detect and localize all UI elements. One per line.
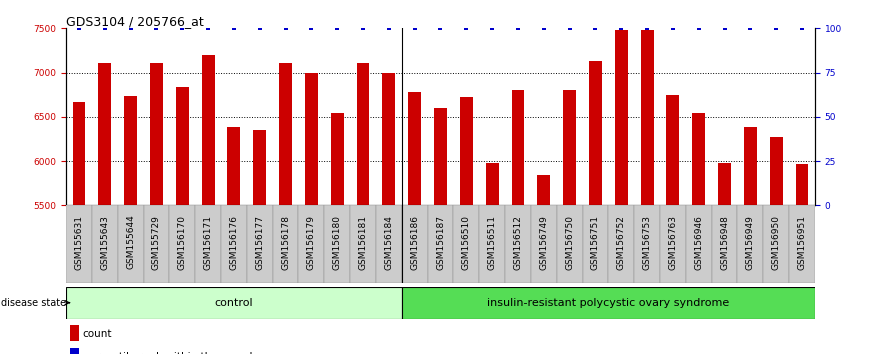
Bar <box>305 73 318 354</box>
Text: GSM156950: GSM156950 <box>772 215 781 270</box>
Bar <box>402 287 815 319</box>
Bar <box>382 73 396 354</box>
Bar <box>789 205 815 283</box>
Bar <box>770 137 782 354</box>
Bar <box>796 164 809 354</box>
Text: control: control <box>215 298 253 308</box>
Text: GSM156510: GSM156510 <box>462 215 470 270</box>
Bar <box>685 205 712 283</box>
Bar <box>692 113 705 354</box>
Bar <box>582 205 609 283</box>
Bar <box>169 205 196 283</box>
Bar <box>434 108 447 354</box>
Text: GSM156751: GSM156751 <box>591 215 600 270</box>
Bar <box>402 205 427 283</box>
Bar <box>299 205 324 283</box>
Text: GSM156171: GSM156171 <box>204 215 212 270</box>
Bar <box>505 205 531 283</box>
Text: GSM156181: GSM156181 <box>359 215 367 270</box>
Text: GSM156512: GSM156512 <box>514 215 522 269</box>
Text: GSM156749: GSM156749 <box>539 215 548 269</box>
Bar <box>70 348 78 354</box>
Text: GSM156170: GSM156170 <box>178 215 187 270</box>
Text: percentile rank within the sample: percentile rank within the sample <box>83 352 258 354</box>
Text: GSM156179: GSM156179 <box>307 215 316 270</box>
Bar <box>427 205 454 283</box>
Text: GSM156178: GSM156178 <box>281 215 290 270</box>
Bar <box>221 205 247 283</box>
Text: count: count <box>83 329 112 339</box>
Text: GSM156948: GSM156948 <box>720 215 729 269</box>
Bar <box>589 61 602 354</box>
Text: GSM156752: GSM156752 <box>617 215 626 269</box>
Bar <box>666 95 679 354</box>
Bar <box>408 92 421 354</box>
Bar <box>324 205 350 283</box>
Bar <box>557 205 582 283</box>
Text: GSM155729: GSM155729 <box>152 215 161 269</box>
Bar <box>124 96 137 354</box>
Bar <box>150 63 163 354</box>
Bar <box>272 205 299 283</box>
Bar <box>718 163 731 354</box>
Bar <box>72 102 85 354</box>
Bar <box>744 127 757 354</box>
Text: GSM156176: GSM156176 <box>229 215 239 270</box>
Bar <box>176 87 189 354</box>
Bar <box>144 205 169 283</box>
Text: GSM156186: GSM156186 <box>411 215 419 270</box>
Bar <box>330 113 344 354</box>
Bar <box>712 205 737 283</box>
Bar <box>357 63 369 354</box>
Text: GSM156763: GSM156763 <box>669 215 677 270</box>
Bar <box>66 205 92 283</box>
Text: GSM156511: GSM156511 <box>488 215 497 270</box>
Bar <box>454 205 479 283</box>
Bar <box>563 90 576 354</box>
Text: GSM156184: GSM156184 <box>384 215 393 269</box>
Text: disease state: disease state <box>2 298 70 308</box>
Bar <box>763 205 789 283</box>
Text: GSM156187: GSM156187 <box>436 215 445 270</box>
Bar <box>485 163 499 354</box>
Bar <box>196 205 221 283</box>
Bar <box>70 325 78 342</box>
Text: GSM156949: GSM156949 <box>746 215 755 269</box>
Text: GDS3104 / 205766_at: GDS3104 / 205766_at <box>66 15 204 28</box>
Bar <box>479 205 505 283</box>
Bar <box>537 175 551 354</box>
Bar <box>634 205 660 283</box>
Text: GSM156951: GSM156951 <box>797 215 806 270</box>
Text: GSM156750: GSM156750 <box>565 215 574 270</box>
Bar <box>609 205 634 283</box>
Text: GSM155644: GSM155644 <box>126 215 135 269</box>
Bar <box>640 30 654 354</box>
Bar <box>460 97 473 354</box>
Bar <box>615 30 627 354</box>
Bar <box>279 63 292 354</box>
Text: GSM156177: GSM156177 <box>255 215 264 270</box>
Bar <box>376 205 402 283</box>
Bar <box>99 63 111 354</box>
Bar <box>660 205 685 283</box>
Text: GSM156753: GSM156753 <box>642 215 652 270</box>
Text: GSM156180: GSM156180 <box>333 215 342 270</box>
Bar <box>202 55 215 354</box>
Text: GSM156946: GSM156946 <box>694 215 703 269</box>
Bar <box>227 127 241 354</box>
Bar <box>66 287 402 319</box>
Text: GSM155631: GSM155631 <box>75 215 84 270</box>
Bar <box>531 205 557 283</box>
Bar <box>512 90 524 354</box>
Bar <box>118 205 144 283</box>
Text: insulin-resistant polycystic ovary syndrome: insulin-resistant polycystic ovary syndr… <box>487 298 729 308</box>
Bar <box>254 130 266 354</box>
Bar <box>737 205 763 283</box>
Text: GSM155643: GSM155643 <box>100 215 109 269</box>
Bar <box>92 205 118 283</box>
Bar <box>350 205 376 283</box>
Bar <box>247 205 272 283</box>
